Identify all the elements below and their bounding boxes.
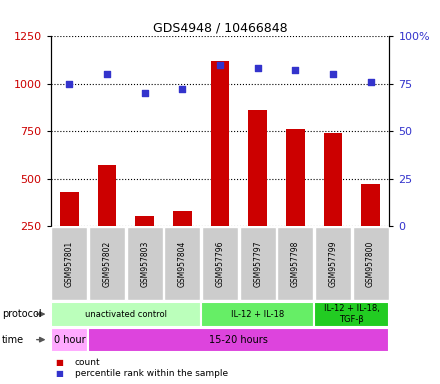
Text: GSM957801: GSM957801 [65, 240, 74, 287]
FancyBboxPatch shape [315, 227, 351, 300]
FancyBboxPatch shape [352, 227, 389, 300]
Bar [60, 192, 79, 274]
FancyBboxPatch shape [239, 227, 276, 300]
Bar [98, 166, 117, 274]
Text: ■: ■ [55, 369, 63, 378]
FancyBboxPatch shape [88, 328, 389, 352]
FancyBboxPatch shape [51, 328, 88, 352]
FancyBboxPatch shape [89, 227, 125, 300]
Point [66, 81, 73, 87]
FancyBboxPatch shape [202, 227, 238, 300]
Title: GDS4948 / 10466848: GDS4948 / 10466848 [153, 22, 287, 35]
Text: GSM957804: GSM957804 [178, 240, 187, 287]
FancyBboxPatch shape [127, 227, 163, 300]
Text: GSM957800: GSM957800 [366, 240, 375, 287]
Text: GSM957803: GSM957803 [140, 240, 149, 287]
Point [330, 71, 337, 77]
Point [367, 79, 374, 85]
Bar [323, 133, 342, 274]
Text: protocol: protocol [2, 309, 42, 319]
Text: unactivated control: unactivated control [85, 310, 167, 319]
FancyBboxPatch shape [164, 227, 201, 300]
Text: GSM957796: GSM957796 [216, 240, 224, 287]
Bar [211, 61, 229, 274]
Point [292, 67, 299, 73]
FancyBboxPatch shape [51, 301, 201, 327]
Point [103, 71, 110, 77]
Text: ■: ■ [55, 358, 63, 367]
FancyBboxPatch shape [201, 301, 314, 327]
Text: time: time [2, 334, 24, 345]
Bar [248, 110, 267, 274]
Text: 0 hour: 0 hour [54, 334, 85, 345]
Point [254, 65, 261, 71]
Bar [361, 184, 380, 274]
Text: count: count [75, 358, 100, 367]
FancyBboxPatch shape [51, 227, 88, 300]
Bar [136, 216, 154, 274]
FancyBboxPatch shape [277, 227, 313, 300]
Text: GSM957802: GSM957802 [103, 240, 112, 287]
Text: percentile rank within the sample: percentile rank within the sample [75, 369, 228, 378]
Text: IL-12 + IL-18,
TGF-β: IL-12 + IL-18, TGF-β [324, 305, 380, 324]
Bar [286, 129, 305, 274]
Text: 15-20 hours: 15-20 hours [209, 334, 268, 345]
Point [179, 86, 186, 93]
FancyBboxPatch shape [314, 301, 389, 327]
Point [216, 61, 224, 68]
Point [141, 90, 148, 96]
Bar [173, 211, 192, 274]
Text: GSM957799: GSM957799 [328, 240, 337, 287]
Text: GSM957797: GSM957797 [253, 240, 262, 287]
Text: IL-12 + IL-18: IL-12 + IL-18 [231, 310, 284, 319]
Text: GSM957798: GSM957798 [291, 240, 300, 287]
